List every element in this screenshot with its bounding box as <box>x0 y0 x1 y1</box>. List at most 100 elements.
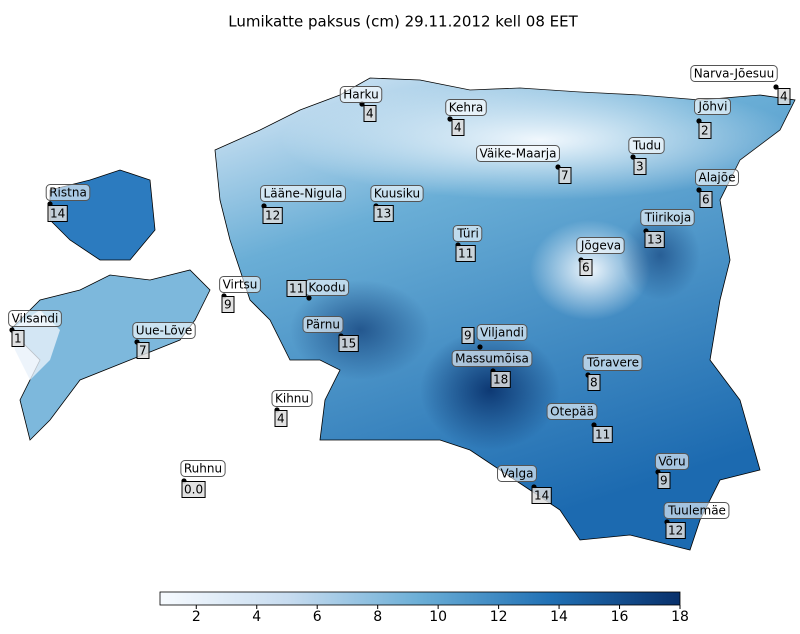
station-value: 13 <box>376 207 391 221</box>
station-name: Valga <box>501 467 534 481</box>
station-value-box <box>47 205 68 222</box>
station-name: Harku <box>343 88 379 102</box>
station-value-box <box>338 335 359 352</box>
station-value: 1 <box>14 332 22 346</box>
station-name: Alajõe <box>699 171 736 185</box>
station-name: Kehra <box>449 101 484 115</box>
station-name: Väike-Maarja <box>480 147 557 161</box>
station-value: 6 <box>582 261 590 275</box>
station: Ruhnu 0.0 <box>180 460 226 498</box>
colorbar-tick-label: 18 <box>671 609 689 625</box>
stations: Narva-Jõesuu 4 Harku 4 Kehra 4 Jõhvi 2 Tudu 3 Väik… <box>8 65 791 539</box>
station-name-box <box>219 276 261 293</box>
station-value: 6 <box>702 193 710 207</box>
station: Türi 11 <box>452 225 483 262</box>
station-name-box <box>476 324 528 341</box>
station-name: Lääne-Nigula <box>264 187 343 201</box>
station-name-box <box>132 322 196 339</box>
station-value-box <box>286 280 307 297</box>
station-name: Võru <box>658 455 685 469</box>
colorbar-tick-label: 14 <box>550 609 568 625</box>
colorbar-ticks: 2 4 6 8 10 12 14 16 18 <box>192 605 689 625</box>
station-name-box <box>576 237 625 254</box>
station: Jõhvi 2 <box>694 98 731 139</box>
station-name-box <box>476 145 560 162</box>
station-value-box <box>592 426 613 443</box>
station: Koodu 11 <box>286 279 350 301</box>
station-name: Narva-Jõesuu <box>694 67 774 81</box>
station-value: 18 <box>493 373 508 387</box>
station-name: Vilsandi <box>12 312 59 326</box>
station: Virtsu 9 <box>219 276 261 313</box>
station: Lääne-Nigula 12 <box>260 185 346 224</box>
station-value: 9 <box>464 329 472 343</box>
station-value-box <box>363 105 377 122</box>
station-value: 14 <box>50 207 65 221</box>
station: Kuusiku 13 <box>370 185 424 222</box>
station-name: Uue-Lõve <box>136 324 192 338</box>
colorbar-tick-label: 2 <box>192 609 201 625</box>
station: Tuulemäe 12 <box>663 502 730 539</box>
station-name-box <box>582 354 643 371</box>
station-value: 12 <box>668 524 683 538</box>
station-name-box <box>45 184 91 201</box>
station: Narva-Jõesuu 4 <box>690 65 791 105</box>
station-name-box <box>694 98 731 115</box>
station-value-box <box>221 296 235 313</box>
station-name: Tiirikoja <box>644 211 691 225</box>
station-value-box <box>262 207 283 224</box>
colorbar-tick-label: 10 <box>429 609 447 625</box>
station-value: 7 <box>139 344 147 358</box>
station: Jõgeva 6 <box>576 237 625 276</box>
station-value: 0.0 <box>184 483 203 497</box>
station-value-box <box>11 330 25 347</box>
station-marker <box>773 84 779 90</box>
station-name-box <box>663 502 730 519</box>
map-title: Lumikatte paksus (cm) 29.11.2012 kell 08… <box>228 13 578 31</box>
colorbar-tick-label: 12 <box>490 609 508 625</box>
station-value: 11 <box>458 247 473 261</box>
station-name-box <box>370 185 424 202</box>
station: Tõravere 8 <box>582 354 643 391</box>
station-value: 13 <box>647 233 662 247</box>
station-name-box <box>180 460 226 477</box>
station-name: Tõravere <box>586 356 639 370</box>
station-value-box <box>644 231 665 248</box>
station-value-box <box>657 472 671 489</box>
station-marker <box>306 295 312 301</box>
station: Tiirikoja 13 <box>640 209 695 248</box>
station: Vilsandi 1 <box>8 310 62 347</box>
station-name: Jõgeva <box>580 239 621 253</box>
landmass <box>9 77 796 551</box>
station-name-box <box>8 310 62 327</box>
station-value-box <box>633 158 647 175</box>
station-name-box <box>445 99 487 116</box>
station-value-box <box>274 410 288 427</box>
station-name-box <box>452 225 483 242</box>
station-value: 4 <box>366 107 374 121</box>
station-value: 12 <box>265 209 280 223</box>
station: Alajõe 6 <box>695 169 739 208</box>
colorbar-tick-label: 4 <box>252 609 261 625</box>
station-name: Pärnu <box>306 318 340 332</box>
station-value-box <box>579 259 593 276</box>
station-value-box <box>451 119 465 136</box>
station-name-box <box>451 350 533 367</box>
station-name: Türi <box>456 227 479 241</box>
colorbar <box>159 591 681 606</box>
station-name-box <box>628 137 665 154</box>
station-name-box <box>654 453 690 470</box>
station-name: Ruhnu <box>184 462 222 476</box>
station-name: Tuulemäe <box>667 504 726 518</box>
station: Tudu 3 <box>628 137 665 175</box>
station-value-box <box>698 122 712 139</box>
station-value-box <box>136 342 150 359</box>
station-value-box <box>531 487 552 504</box>
station-name-box <box>640 209 695 226</box>
station-name-box <box>302 316 344 333</box>
station-value-box <box>181 481 206 498</box>
